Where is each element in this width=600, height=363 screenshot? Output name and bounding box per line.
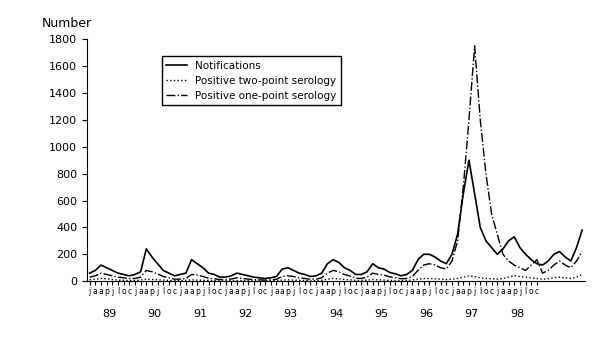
Positive two-point serology bbox=[335, 277, 343, 281]
Notifications bbox=[227, 274, 235, 278]
Positive one-point serology bbox=[97, 271, 104, 275]
Notifications bbox=[482, 238, 490, 243]
Positive one-point serology bbox=[482, 171, 490, 176]
Line: Positive one-point serology: Positive one-point serology bbox=[89, 46, 582, 280]
Positive two-point serology bbox=[256, 279, 263, 283]
Notifications bbox=[86, 271, 93, 275]
Positive two-point serology bbox=[222, 278, 229, 283]
Text: 93: 93 bbox=[284, 309, 298, 319]
Notifications bbox=[222, 275, 229, 279]
Positive one-point serology bbox=[471, 44, 478, 48]
Positive two-point serology bbox=[227, 278, 235, 283]
Text: 89: 89 bbox=[103, 309, 116, 319]
Notifications bbox=[262, 276, 269, 281]
Notifications bbox=[466, 158, 473, 162]
Text: 91: 91 bbox=[193, 309, 207, 319]
Notifications bbox=[578, 228, 586, 232]
Positive one-point serology bbox=[380, 273, 388, 277]
Text: 92: 92 bbox=[238, 309, 253, 319]
Positive two-point serology bbox=[578, 272, 586, 277]
Legend: Notifications, Positive two-point serology, Positive one-point serology: Notifications, Positive two-point serolo… bbox=[162, 57, 341, 105]
Notifications bbox=[380, 267, 388, 271]
Text: 94: 94 bbox=[329, 309, 343, 319]
Positive one-point serology bbox=[227, 277, 235, 281]
Positive two-point serology bbox=[380, 278, 388, 282]
Positive two-point serology bbox=[550, 276, 557, 280]
Positive two-point serology bbox=[86, 278, 93, 282]
Text: 95: 95 bbox=[374, 309, 388, 319]
Positive one-point serology bbox=[222, 277, 229, 282]
Notifications bbox=[335, 260, 343, 265]
Positive one-point serology bbox=[578, 249, 586, 254]
Text: Number: Number bbox=[42, 16, 92, 29]
Notifications bbox=[97, 263, 104, 267]
Text: 97: 97 bbox=[464, 309, 479, 319]
Positive one-point serology bbox=[262, 278, 269, 282]
Line: Notifications: Notifications bbox=[89, 160, 582, 278]
Positive two-point serology bbox=[97, 276, 104, 281]
Positive one-point serology bbox=[335, 270, 343, 274]
Line: Positive two-point serology: Positive two-point serology bbox=[89, 274, 582, 281]
Positive one-point serology bbox=[86, 275, 93, 279]
Text: 96: 96 bbox=[419, 309, 434, 319]
Text: 98: 98 bbox=[510, 309, 524, 319]
Text: 90: 90 bbox=[148, 309, 162, 319]
